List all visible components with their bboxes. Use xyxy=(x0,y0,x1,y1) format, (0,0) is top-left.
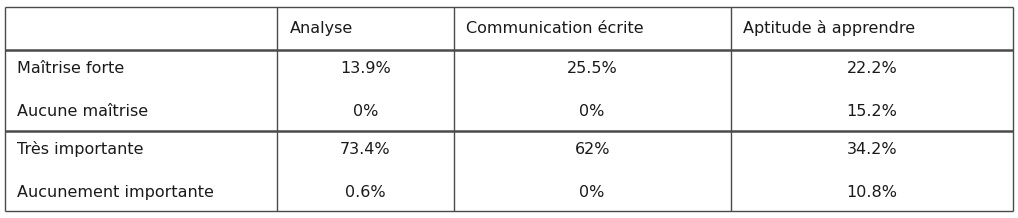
Text: 0%: 0% xyxy=(352,104,378,119)
Text: 34.2%: 34.2% xyxy=(847,142,897,157)
Text: 10.8%: 10.8% xyxy=(846,185,897,200)
Text: 22.2%: 22.2% xyxy=(846,61,897,76)
Text: Aucune maîtrise: Aucune maîtrise xyxy=(17,104,149,119)
Text: Communication écrite: Communication écrite xyxy=(466,20,643,36)
Text: 15.2%: 15.2% xyxy=(846,104,897,119)
Text: 0.6%: 0.6% xyxy=(345,185,386,200)
Text: Aucunement importante: Aucunement importante xyxy=(17,185,214,200)
Text: 13.9%: 13.9% xyxy=(340,61,391,76)
Text: 73.4%: 73.4% xyxy=(340,142,391,157)
Text: 0%: 0% xyxy=(579,104,605,119)
Text: Analyse: Analyse xyxy=(289,20,352,36)
Text: Très importante: Très importante xyxy=(17,141,144,157)
Text: 0%: 0% xyxy=(579,185,605,200)
Text: Maîtrise forte: Maîtrise forte xyxy=(17,61,124,76)
Text: 62%: 62% xyxy=(574,142,610,157)
Text: Aptitude à apprendre: Aptitude à apprendre xyxy=(743,20,915,36)
Text: 25.5%: 25.5% xyxy=(567,61,618,76)
